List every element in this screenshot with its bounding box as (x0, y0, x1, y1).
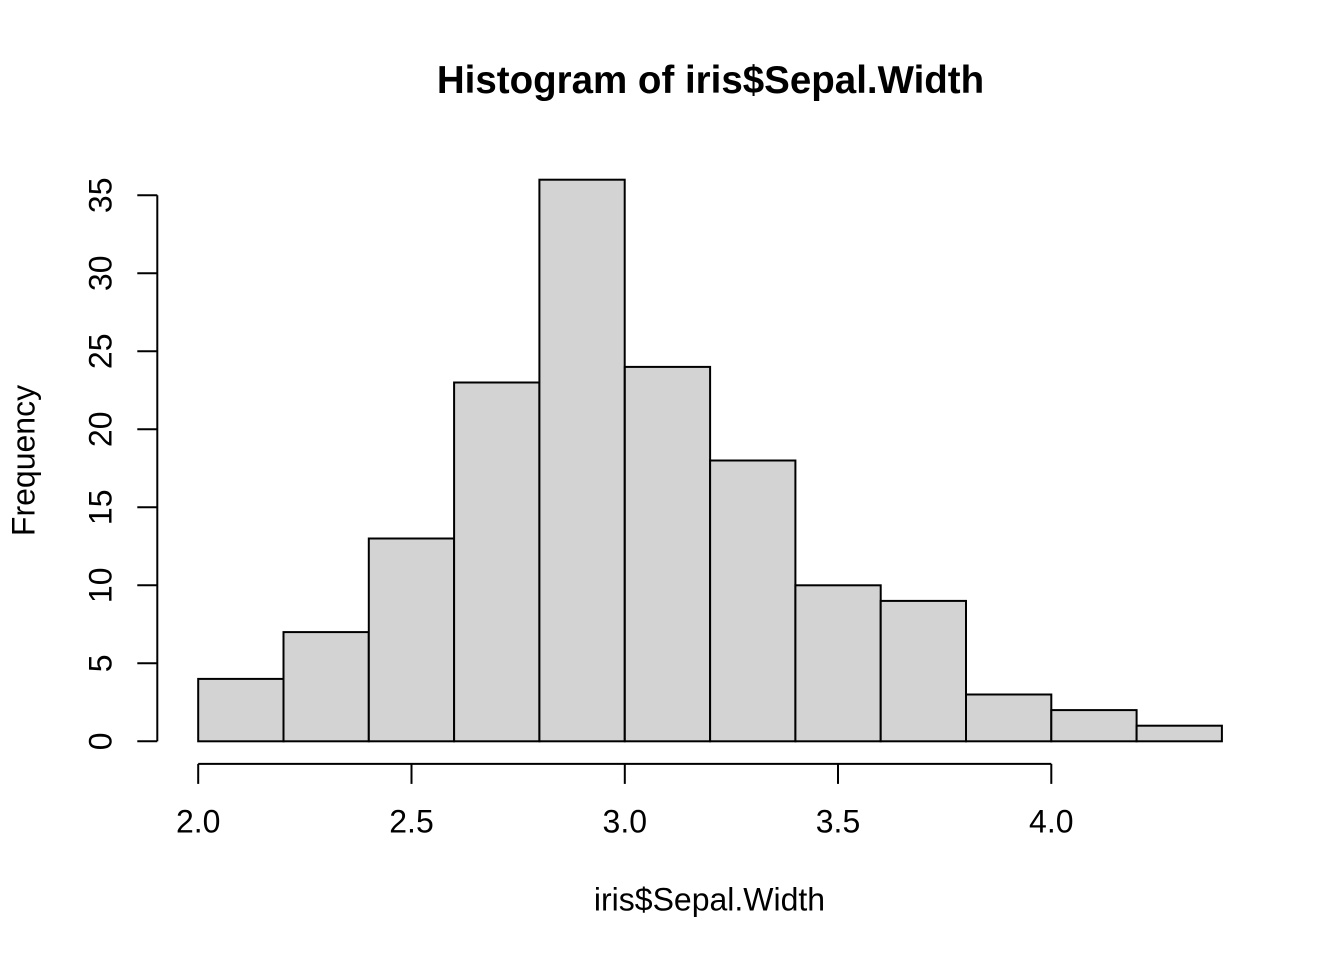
svg-text:10: 10 (82, 568, 118, 604)
svg-text:3.5: 3.5 (816, 804, 860, 840)
svg-text:Histogram of iris$Sepal.Width: Histogram of iris$Sepal.Width (437, 59, 984, 102)
svg-text:20: 20 (82, 412, 118, 448)
svg-text:35: 35 (82, 178, 118, 214)
svg-text:Frequency: Frequency (6, 385, 42, 536)
svg-text:2.0: 2.0 (176, 804, 220, 840)
svg-text:25: 25 (82, 334, 118, 370)
svg-text:iris$Sepal.Width: iris$Sepal.Width (594, 881, 825, 917)
svg-text:30: 30 (82, 256, 118, 292)
svg-text:15: 15 (82, 490, 118, 526)
svg-text:3.0: 3.0 (603, 804, 647, 840)
svg-text:4.0: 4.0 (1029, 804, 1073, 840)
svg-text:5: 5 (82, 654, 118, 672)
svg-text:2.5: 2.5 (389, 804, 433, 840)
svg-text:0: 0 (82, 732, 118, 750)
